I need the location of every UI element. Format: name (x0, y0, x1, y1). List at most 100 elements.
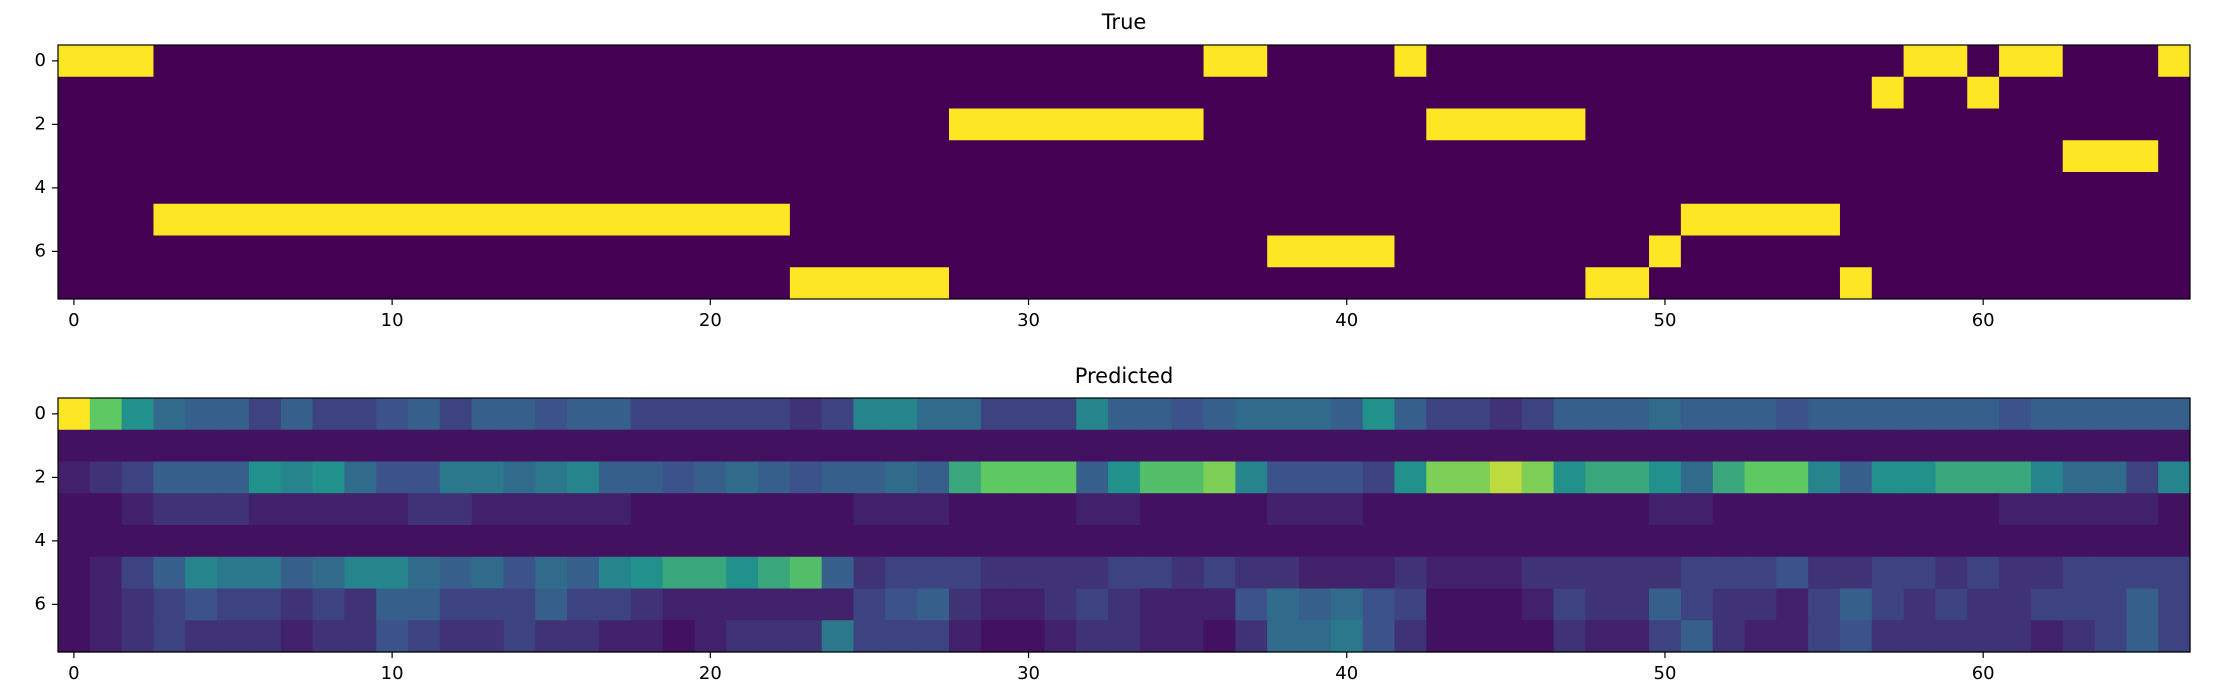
heatmap-cell (1330, 620, 1364, 653)
heatmap-cell (1458, 556, 1491, 590)
panel-title: Predicted (1075, 364, 1174, 388)
heatmap-cell (1235, 429, 1268, 463)
heatmap-cell (2094, 398, 2127, 431)
heatmap-cell (1235, 493, 1268, 526)
heatmap-cell (280, 398, 314, 431)
heatmap-cell (2030, 588, 2064, 621)
heatmap-cell (1235, 556, 1268, 590)
heatmap-cell (2094, 588, 2127, 621)
heatmap-cell (1394, 493, 1427, 526)
heatmap-cell (853, 588, 886, 621)
heatmap-cell (1617, 398, 1650, 431)
heatmap-cell (1267, 525, 1300, 558)
heatmap-cell (1776, 429, 1809, 463)
heatmap-cell (789, 461, 823, 494)
heatmap-cell (1108, 429, 1141, 463)
heatmap-cell (917, 588, 950, 621)
heatmap-cell (1076, 525, 1109, 558)
heatmap-cell (503, 398, 536, 431)
heatmap-cell (1394, 398, 1427, 431)
heatmap-cell (376, 525, 409, 558)
heatmap-cell (1044, 429, 1077, 463)
heatmap-cell (789, 429, 823, 463)
heatmap-cell (1330, 556, 1364, 590)
heatmap-cell (630, 525, 664, 558)
heatmap-cell (2062, 588, 2096, 621)
heatmap-cell (2126, 429, 2159, 463)
heatmap-cell (1203, 493, 1236, 526)
heatmap-cell (662, 429, 696, 463)
heatmap-cell (567, 525, 600, 558)
heatmap-cell (1617, 461, 1650, 494)
y-tick-label: 4 (35, 530, 46, 551)
heatmap-cell (1426, 556, 1459, 590)
heatmap-cell (1489, 588, 1523, 621)
heatmap-cell (1267, 429, 1300, 463)
heatmap-cell (1044, 461, 1077, 494)
heatmap-cell (1617, 620, 1650, 653)
x-tick-label: 60 (1972, 310, 1995, 331)
heatmap-cell (980, 429, 1014, 463)
heatmap-cell (1839, 588, 1873, 621)
heatmap-cell (58, 493, 91, 526)
heatmap-cell (1458, 493, 1491, 526)
heatmap-cell (2126, 461, 2159, 494)
heatmap-cell (1680, 493, 1714, 526)
heatmap-cell (1044, 398, 1077, 431)
heatmap-cell (1871, 493, 1905, 526)
heatmap-cell (630, 588, 664, 621)
x-tick-label: 40 (1335, 663, 1358, 684)
heatmap-cell (694, 525, 727, 558)
heatmap-cell (2062, 461, 2096, 494)
heatmap-cell (153, 525, 186, 558)
heatmap-cell (1808, 620, 1841, 653)
heatmap-cell (1108, 493, 1141, 526)
heatmap-cell (1362, 588, 1396, 621)
heatmap-cell (1458, 620, 1491, 653)
heatmap-cell (1712, 556, 1746, 590)
heatmap-cell (89, 429, 123, 463)
heatmap-cell (821, 398, 855, 431)
heatmap-cell (694, 429, 727, 463)
heatmap-cell (2126, 493, 2159, 526)
heatmap-cell (1617, 588, 1650, 621)
heatmap-cell (1108, 556, 1141, 590)
heatmap-cell (1585, 588, 1618, 621)
heatmap-cell (1744, 461, 1777, 494)
heatmap-cell (917, 525, 950, 558)
heatmap-cell (1935, 429, 1968, 463)
heatmap-cell (58, 461, 91, 494)
heatmap-cell (1139, 588, 1173, 621)
heatmap-cell (1267, 556, 1300, 590)
heatmap-cell (344, 556, 377, 590)
heatmap-cell (312, 556, 345, 590)
heatmap-cell (726, 461, 759, 494)
heatmap-cell (1776, 398, 1809, 431)
heatmap-cell (694, 620, 727, 653)
heatmap-cell (1267, 493, 1300, 526)
heatmap-cell (217, 525, 250, 558)
heatmap-cell (312, 429, 345, 463)
y-tick-label: 0 (35, 403, 46, 424)
heatmap-cell (1680, 398, 1714, 431)
heatmap-cell (567, 398, 600, 431)
heatmap-cell (1426, 398, 1459, 431)
heatmap-cell (1489, 398, 1523, 431)
heatmap-cell (1935, 588, 1968, 621)
x-tick-label: 20 (699, 310, 722, 331)
heatmap-cell (58, 620, 91, 653)
heatmap-cell (1139, 556, 1173, 590)
heatmap-cell (89, 588, 123, 621)
heatmap-cell (980, 588, 1014, 621)
heatmap-cell (217, 556, 250, 590)
heatmap-cell (853, 398, 886, 431)
heatmap-segment (1839, 267, 1872, 299)
heatmap-cell (1521, 429, 1555, 463)
x-tick-label: 10 (381, 663, 404, 684)
heatmap-cell (1903, 429, 1937, 463)
heatmap-cell (248, 398, 282, 431)
y-tick-label: 6 (35, 240, 46, 261)
heatmap-cell (1489, 556, 1523, 590)
heatmap-cell (1585, 493, 1618, 526)
heatmap-cell (1521, 525, 1555, 558)
